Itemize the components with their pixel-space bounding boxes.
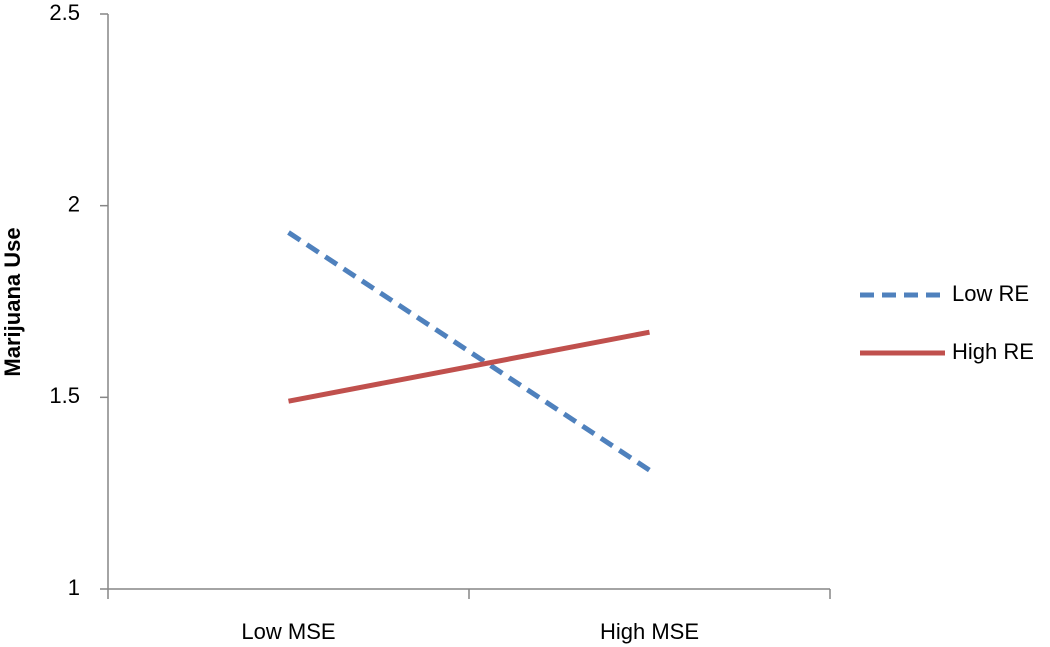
data-line (287, 230, 651, 473)
legend-label: Low RE (952, 281, 1029, 306)
y-axis-title: Marijuana Use (0, 227, 25, 376)
y-tick-label: 1 (68, 575, 80, 600)
y-tick-label: 2.5 (49, 0, 80, 25)
y-tick-label: 1.5 (49, 383, 80, 408)
x-tick-label: Low MSE (241, 619, 335, 644)
y-tick-label: 2 (68, 191, 80, 216)
legend-label: High RE (952, 339, 1034, 364)
x-tick-label: High MSE (600, 619, 699, 644)
data-line (288, 329, 650, 404)
